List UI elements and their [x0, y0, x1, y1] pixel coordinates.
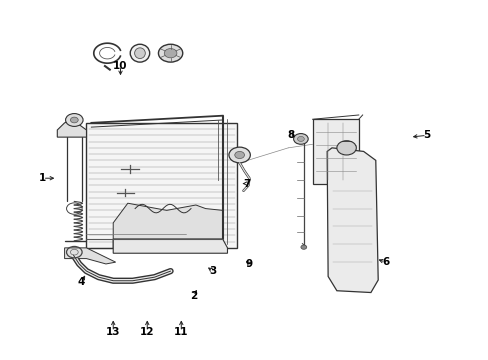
- Text: 12: 12: [140, 327, 154, 337]
- Bar: [312, 119, 358, 184]
- Circle shape: [234, 152, 244, 158]
- Text: 7: 7: [243, 179, 250, 189]
- Text: 4: 4: [78, 277, 85, 287]
- Ellipse shape: [134, 48, 145, 59]
- Text: 10: 10: [113, 61, 127, 71]
- Ellipse shape: [130, 44, 149, 62]
- Polygon shape: [57, 121, 86, 137]
- Circle shape: [297, 136, 304, 141]
- Text: 3: 3: [209, 266, 216, 276]
- Polygon shape: [113, 239, 227, 253]
- Text: 11: 11: [174, 327, 188, 337]
- Circle shape: [228, 147, 250, 163]
- Text: 13: 13: [106, 327, 120, 337]
- Text: 9: 9: [245, 259, 252, 269]
- Circle shape: [70, 117, 78, 123]
- Text: 8: 8: [286, 130, 294, 140]
- Circle shape: [293, 134, 307, 144]
- Bar: [86, 123, 237, 248]
- Text: 6: 6: [381, 257, 388, 267]
- Polygon shape: [113, 203, 222, 248]
- Circle shape: [158, 44, 183, 62]
- Polygon shape: [326, 148, 377, 293]
- Circle shape: [336, 141, 356, 155]
- Polygon shape: [64, 248, 116, 264]
- Circle shape: [65, 113, 83, 126]
- Text: 2: 2: [189, 291, 197, 301]
- Text: 5: 5: [422, 130, 429, 140]
- Text: 1: 1: [39, 173, 46, 183]
- Circle shape: [164, 49, 177, 58]
- Circle shape: [300, 245, 306, 249]
